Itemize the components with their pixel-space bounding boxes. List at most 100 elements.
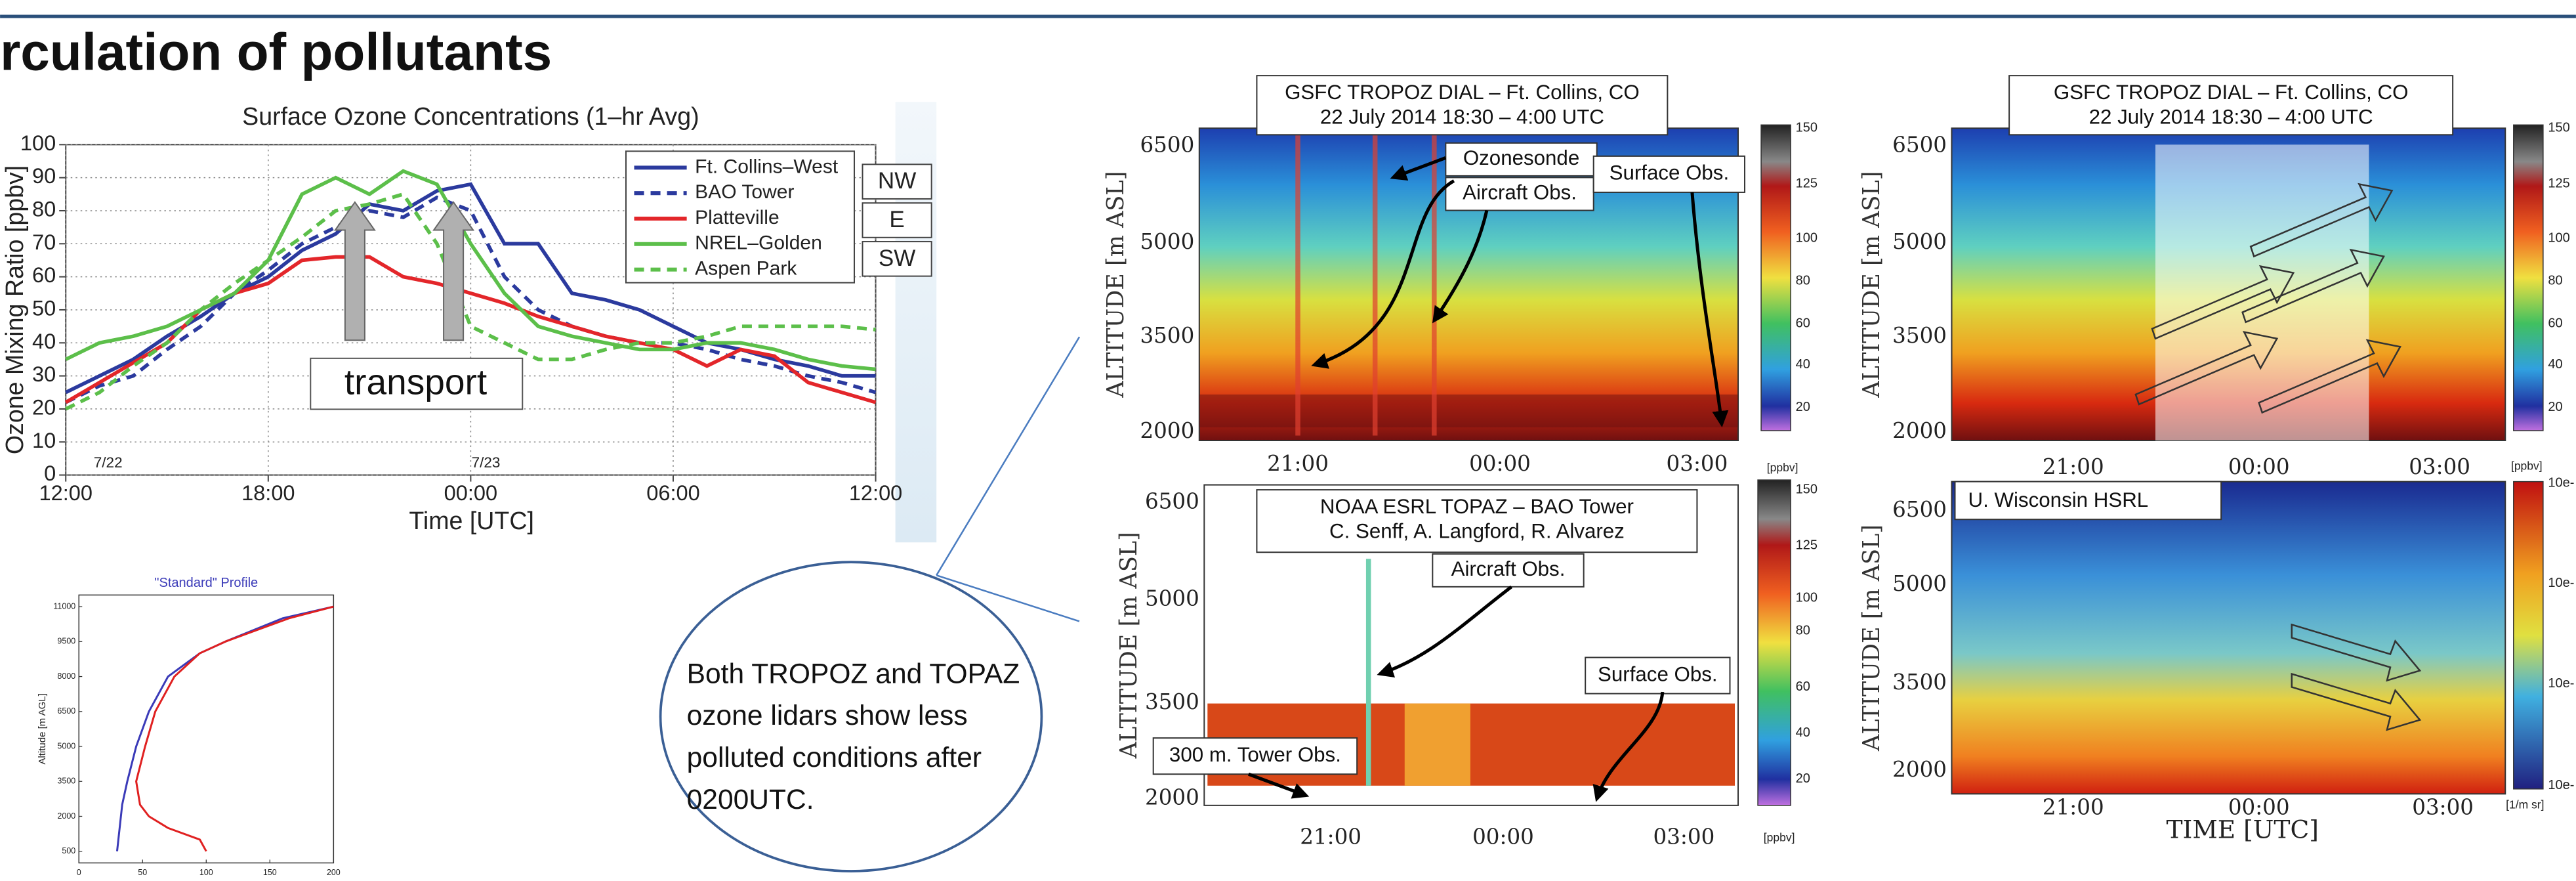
- lidar-band: [1405, 704, 1470, 786]
- y-tick-label: 9500: [57, 637, 75, 646]
- y-tick-label: 6500: [1145, 489, 1199, 514]
- colorbar-label: 20: [1796, 400, 1810, 414]
- x-tick-label: 150: [263, 868, 277, 877]
- y-tick-label: 70: [32, 230, 56, 254]
- colorbar-label: 40: [1796, 357, 1810, 372]
- colorbar-label: 150: [1796, 482, 1818, 496]
- x-tick-label: 00:00: [1472, 824, 1534, 849]
- colorbar-label: 10e-: [2548, 778, 2574, 792]
- y-tick-label: 2000: [1892, 418, 1947, 443]
- colorbar-label: 150: [1796, 121, 1818, 135]
- colorbar-label: 80: [1796, 624, 1810, 638]
- annotation: Aircraft Obs.: [1451, 557, 1566, 580]
- y-tick-label: 5000: [1892, 229, 1947, 254]
- colorbar-label: 60: [1796, 316, 1810, 331]
- annotation: Ozonesonde: [1463, 146, 1579, 169]
- x-tick-label: 06:00: [646, 481, 699, 505]
- x-tick-label: 03:00: [1653, 824, 1715, 849]
- x-tick-label: 0: [77, 868, 81, 877]
- y-tick-label: 2000: [1145, 784, 1199, 809]
- y-tick-label: 3500: [1892, 670, 1947, 695]
- x-tick-label: 00:00: [2228, 454, 2290, 479]
- x-tick-label: 00:00: [444, 481, 497, 505]
- annotation: 300 m. Tower Obs.: [1169, 743, 1341, 766]
- legend-label: NREL–Golden: [695, 232, 822, 254]
- x-tick-label: 21:00: [2043, 794, 2104, 819]
- y-tick-label: 11000: [53, 601, 75, 611]
- y-tick-label: 8000: [57, 672, 75, 681]
- colorbar-label: 40: [1796, 725, 1810, 740]
- panel-subtitle: 22 July 2014 18:30 – 4:00 UTC: [1320, 106, 1604, 129]
- y-axis-label: ALTITUDE [m ASL]: [1102, 171, 1129, 398]
- callout-line: ozone lidars show less: [687, 700, 968, 731]
- y-tick-label: 6500: [1140, 132, 1194, 157]
- y-tick-label: 40: [32, 330, 56, 353]
- y-tick-label: 2000: [1140, 418, 1194, 443]
- y-tick-label: 3500: [57, 777, 75, 786]
- y-tick-label: 100: [20, 131, 56, 155]
- callout-line: 0200UTC.: [687, 784, 814, 815]
- panel-title: GSFC TROPOZ DIAL – Ft. Collins, CO: [2054, 81, 2409, 104]
- chart-title: "Standard" Profile: [154, 576, 258, 590]
- date-label: 7/23: [472, 454, 501, 471]
- x-tick-label: 21:00: [2043, 454, 2104, 479]
- legend-label: Ft. Collins–West: [695, 156, 839, 177]
- legend-label: BAO Tower: [695, 181, 794, 203]
- colorbar-label: 125: [2548, 177, 2569, 191]
- y-tick-label: 3500: [1145, 689, 1199, 714]
- y-tick-label: 6500: [1892, 497, 1947, 522]
- x-tick-label: 12:00: [39, 481, 93, 505]
- y-axis-label: ALTITUDE [m ASL]: [1858, 171, 1885, 398]
- colorbar-label: 80: [1796, 273, 1810, 288]
- colorbar-label: 150: [2548, 121, 2569, 135]
- colorbar-label: 125: [1796, 538, 1818, 553]
- y-tick-label: 500: [62, 846, 75, 855]
- legend-label: Platteville: [695, 207, 779, 228]
- y-tick-label: 10: [32, 429, 56, 452]
- colorbar-label: 60: [2548, 316, 2562, 331]
- y-tick-label: 6500: [57, 706, 75, 716]
- callout-line: polluted conditions after: [687, 742, 982, 773]
- colorbar: [1761, 125, 1791, 431]
- y-tick-label: 5000: [57, 741, 75, 750]
- colorbar: [2514, 482, 2543, 789]
- chart-title: Surface Ozone Concentrations (1–hr Avg): [242, 102, 699, 130]
- y-tick-label: 2000: [1892, 757, 1947, 782]
- y-tick-label: 6500: [1892, 132, 1947, 157]
- x-axis-label: Time [UTC]: [409, 507, 534, 534]
- x-tick-label: 21:00: [1267, 451, 1329, 476]
- legend-tag: NW: [878, 168, 916, 194]
- y-tick-label: 50: [32, 297, 56, 320]
- x-tick-label: 00:00: [1469, 451, 1531, 476]
- annotation: Surface Obs.: [1598, 662, 1718, 685]
- colorbar-unit: [1/m sr]: [2506, 798, 2544, 811]
- x-axis-label: TIME [UTC]: [2166, 815, 2318, 844]
- x-tick-label: 50: [138, 868, 147, 877]
- y-tick-label: 80: [32, 198, 56, 221]
- x-tick-label: 03:00: [2409, 454, 2470, 479]
- annotation: Aircraft Obs.: [1463, 181, 1577, 204]
- y-axis-label: Ozone Mixing Ratio [ppbv]: [1, 165, 28, 454]
- colorbar-label: 10e-: [2548, 475, 2574, 490]
- panel-title: U. Wisconsin HSRL: [1968, 488, 2149, 511]
- y-axis-label: ALTITUDE [m ASL]: [1858, 525, 1885, 752]
- colorbar: [2514, 125, 2543, 431]
- colorbar-unit: [ppbv]: [2511, 460, 2543, 473]
- x-tick-label: 18:00: [241, 481, 295, 505]
- x-tick-label: 03:00: [1667, 451, 1728, 476]
- colorbar-label: 10e-: [2548, 676, 2574, 691]
- colorbar-label: 60: [1796, 679, 1810, 694]
- y-axis-label: Altitude [m AGL]: [37, 693, 48, 765]
- y-tick-label: 60: [32, 263, 56, 287]
- date-label: 7/22: [94, 454, 123, 471]
- panel-title: GSFC TROPOZ DIAL – Ft. Collins, CO: [1285, 81, 1640, 104]
- colorbar-label: 40: [2548, 357, 2562, 372]
- x-tick-label: 12:00: [849, 481, 902, 505]
- x-tick-label: 100: [199, 868, 213, 877]
- colorbar: [1758, 480, 1791, 806]
- annotation: transport: [344, 361, 487, 402]
- colorbar-label: 20: [2548, 400, 2562, 414]
- y-tick-label: 90: [32, 164, 56, 188]
- colorbar-label: 125: [1796, 177, 1818, 191]
